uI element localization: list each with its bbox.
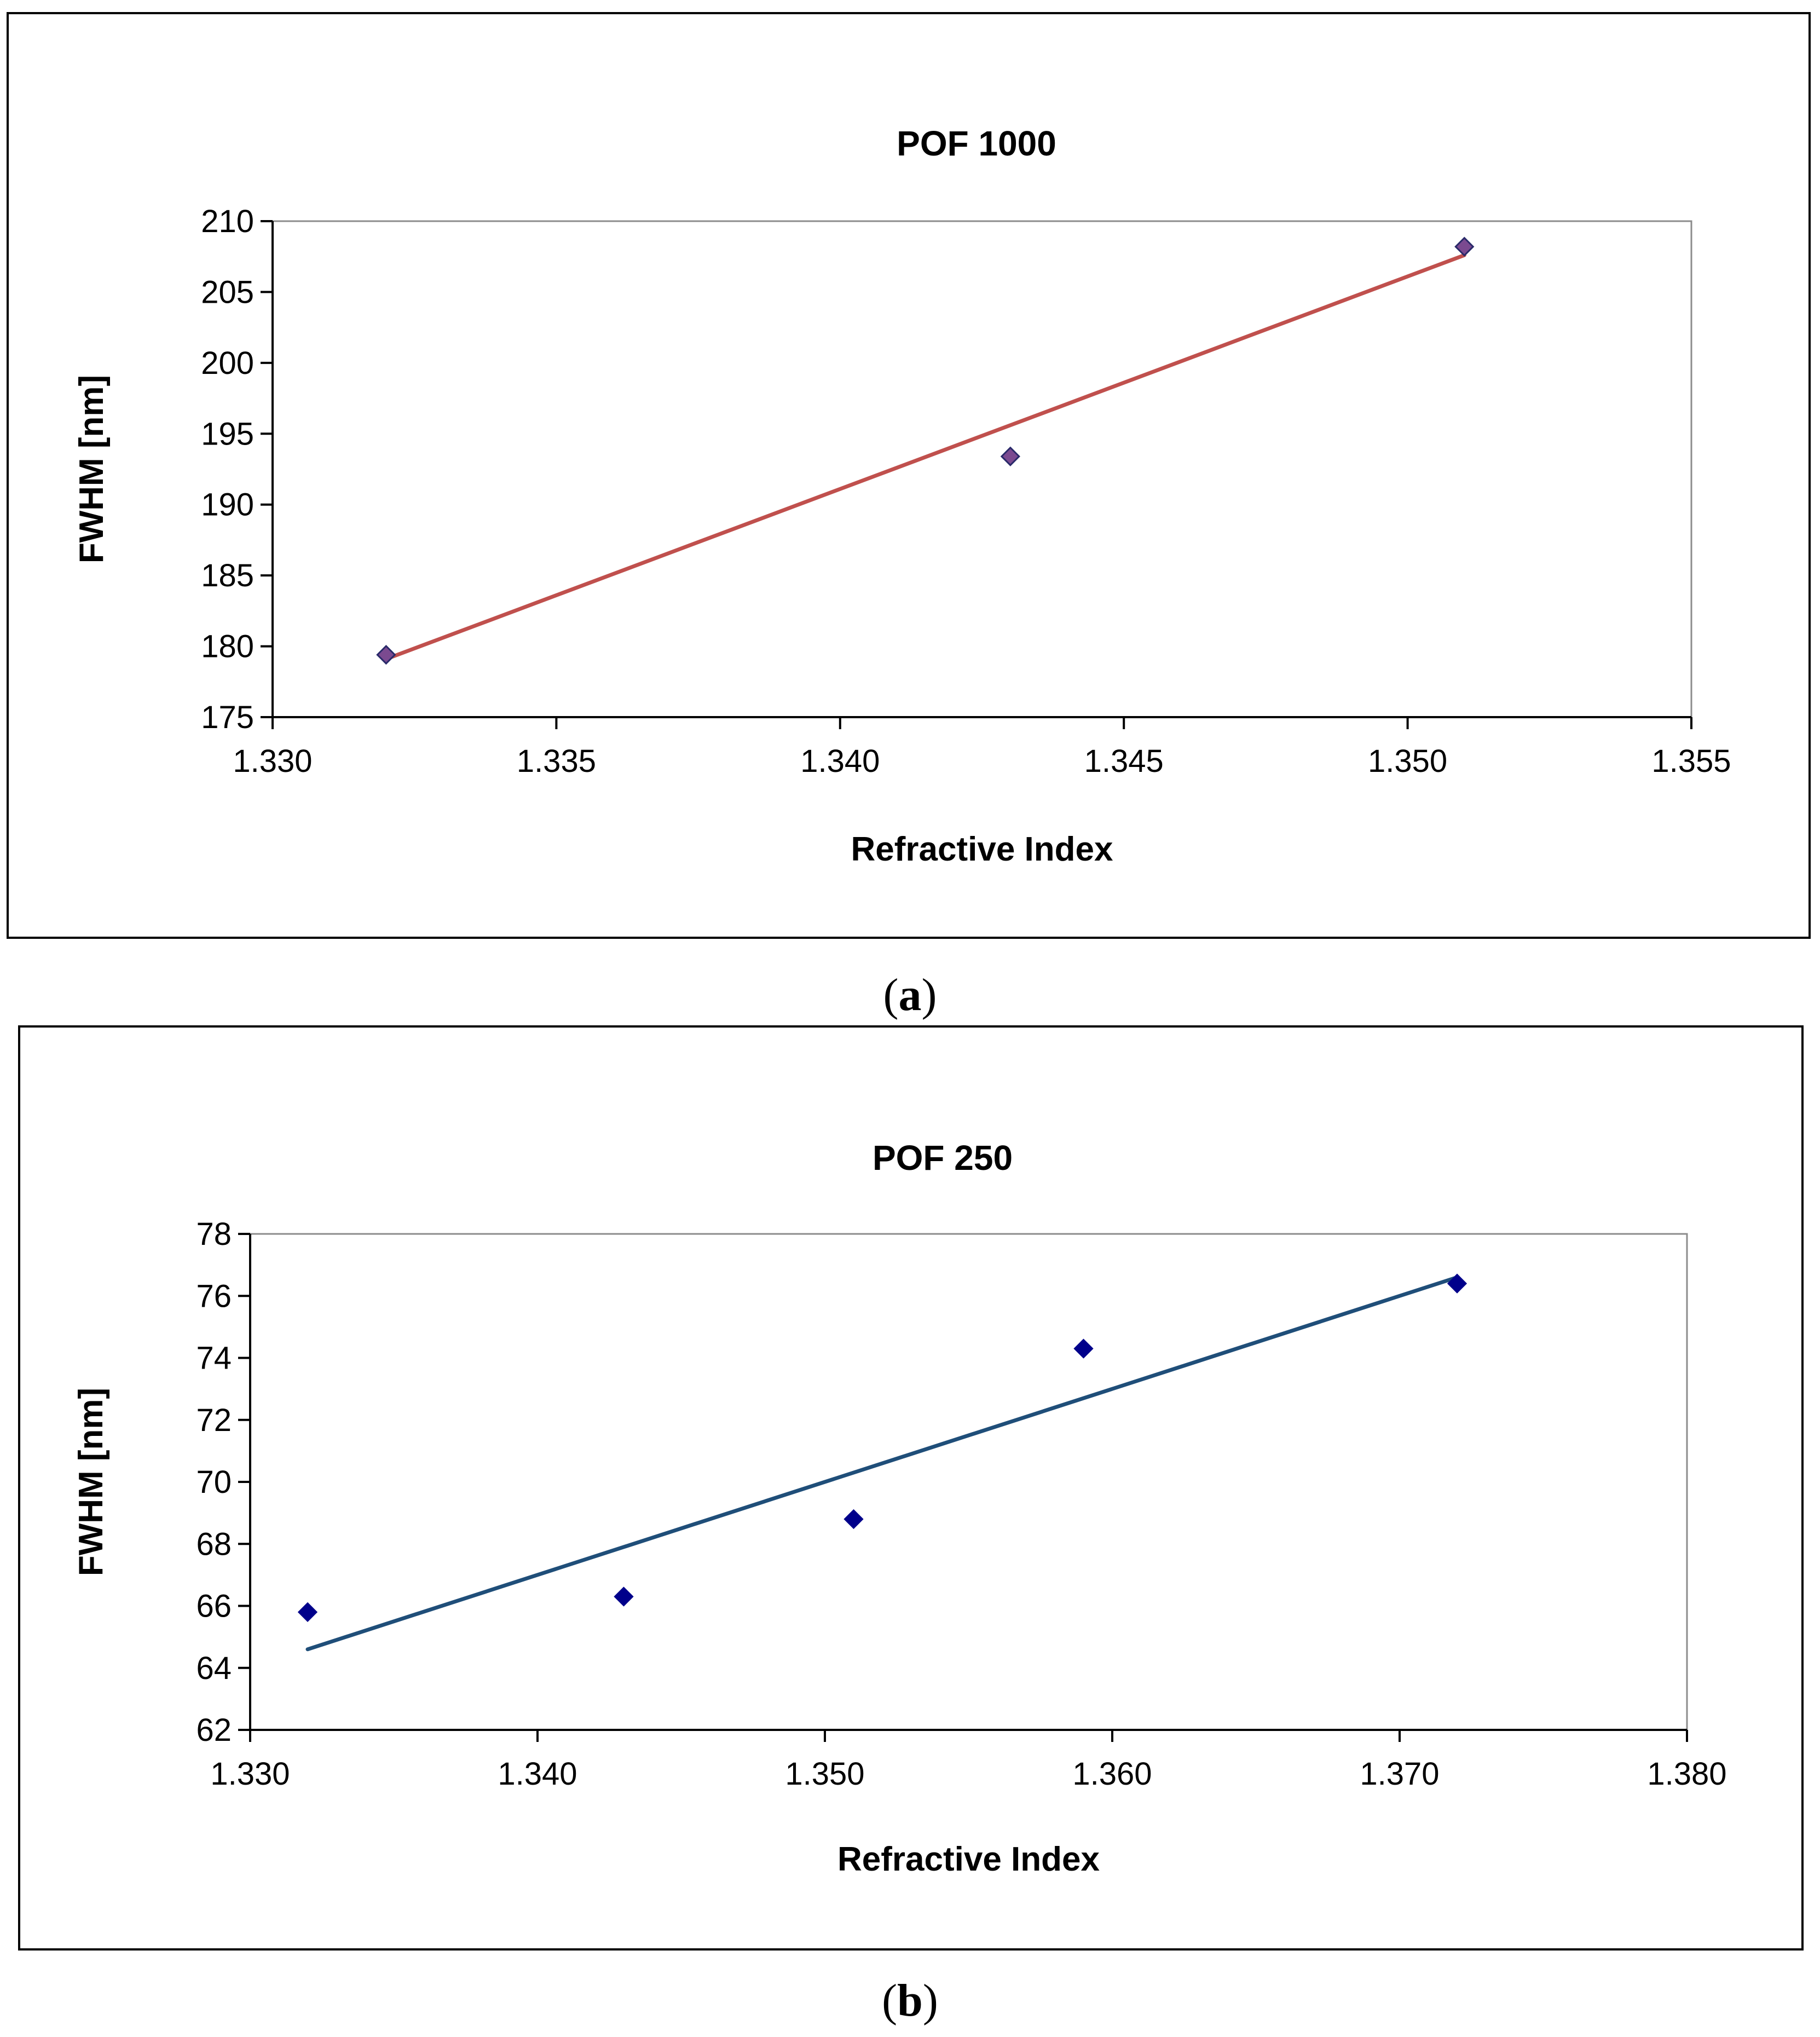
y-axis-label: FWHM [nm] — [72, 1388, 110, 1576]
y-tick-label: 74 — [196, 1341, 232, 1376]
data-point — [1000, 446, 1020, 466]
x-tick-label: 1.380 — [1647, 1756, 1726, 1792]
y-tick-label: 190 — [201, 487, 254, 523]
x-tick-label: 1.350 — [785, 1756, 864, 1792]
y-tick-label: 205 — [201, 274, 254, 310]
caption-a-close: ) — [921, 970, 937, 1020]
chart-panel-b: POF 250 62 64 66 68 70 72 74 76 78 1.330 1.340 1.350… — [18, 1025, 1804, 1951]
chart-panel-a: POF 1000 175 180 185 190 195 200 205 210 1.330 1.3… — [7, 12, 1811, 939]
caption-b-letter: b — [897, 1975, 923, 2026]
x-tick-label: 1.360 — [1072, 1756, 1152, 1792]
caption-b: (b) — [0, 1976, 1820, 2026]
data-point — [1073, 1338, 1094, 1359]
x-tick-label: 1.335 — [517, 743, 596, 779]
x-tick-label: 1.355 — [1651, 743, 1731, 779]
data-point — [843, 1509, 864, 1530]
plot-area — [271, 220, 1692, 718]
chart-b: POF 250 62 64 66 68 70 72 74 76 78 1.330 1.340 1.350… — [72, 1138, 1727, 1878]
y-tick-label: 210 — [201, 204, 254, 239]
y-tick-label: 68 — [196, 1526, 232, 1562]
y-tick-label: 64 — [196, 1651, 232, 1686]
y-tick-label: 70 — [196, 1464, 232, 1500]
x-tick-label: 1.330 — [233, 743, 312, 779]
x-tick-label: 1.370 — [1360, 1756, 1439, 1792]
y-tick-label: 78 — [196, 1216, 232, 1252]
x-tick-label: 1.330 — [210, 1756, 290, 1792]
data-point — [614, 1586, 634, 1607]
caption-a-letter: a — [898, 970, 922, 1020]
chart-title: POF 250 — [873, 1138, 1013, 1178]
y-tick-label: 76 — [196, 1278, 232, 1314]
y-tick-label: 72 — [196, 1403, 232, 1438]
data-point — [376, 644, 396, 665]
x-axis-label: Refractive Index — [837, 1840, 1100, 1878]
y-tick-label: 200 — [201, 345, 254, 381]
y-tick-label: 175 — [201, 700, 254, 735]
caption-b-open: ( — [882, 1975, 898, 2026]
chart-a: POF 1000 175 180 185 190 195 200 205 210 1.330 1.3… — [73, 124, 1731, 868]
y-tick-label: 180 — [201, 629, 254, 665]
x-tick-label: 1.340 — [498, 1756, 577, 1792]
x-tick-label: 1.345 — [1084, 743, 1164, 779]
caption-a: (a) — [0, 971, 1820, 1020]
data-point — [1454, 236, 1475, 257]
y-tick-label: 66 — [196, 1589, 232, 1624]
chart-title: POF 1000 — [897, 124, 1056, 163]
plot-area — [249, 1233, 1688, 1731]
x-tick-label: 1.340 — [800, 743, 880, 779]
caption-b-close: ) — [922, 1975, 938, 2026]
trendline — [384, 253, 1466, 661]
data-point — [1447, 1273, 1467, 1294]
x-tick-label: 1.350 — [1368, 743, 1447, 779]
data-point — [297, 1602, 318, 1622]
y-tick-label: 62 — [196, 1712, 232, 1748]
trendline — [305, 1275, 1459, 1652]
y-tick-label: 195 — [201, 416, 254, 452]
y-tick-label: 185 — [201, 558, 254, 593]
y-axis-label: FWHM [nm] — [73, 375, 111, 563]
caption-a-open: ( — [883, 970, 899, 1020]
x-axis-label: Refractive Index — [851, 830, 1114, 868]
